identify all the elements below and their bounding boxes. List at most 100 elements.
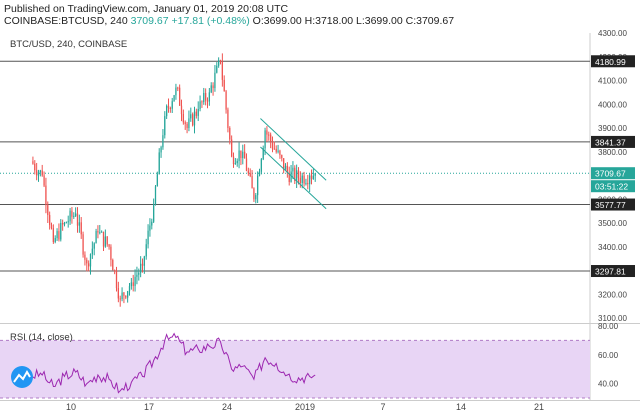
candle-body [295,170,298,181]
price-tick-label: 4100.00 [598,77,627,86]
candle-body [275,148,277,152]
candle-body [214,72,216,89]
candle-body [188,118,190,128]
candle-body [203,93,205,103]
candle-body [277,150,279,152]
candle-body [190,114,192,119]
candle-body [80,222,82,235]
candle-body [73,215,75,217]
change-header: +17.81 (+0.48%) [171,15,250,27]
candle-body [258,171,261,176]
candle-body [264,130,266,149]
candle-body [112,259,114,271]
candle-body [197,109,199,116]
price-tick-label: 3800.00 [598,148,627,157]
candle-body [169,108,172,110]
candle-body [292,167,294,172]
candle-body [240,150,242,159]
price-tag-3577-box [591,198,635,211]
candle-body [184,122,186,124]
candle-body [217,60,220,66]
candle-body [307,183,309,185]
candle-body [56,231,58,239]
candle-body [154,186,157,204]
candle-body [182,114,185,123]
candle-body [71,210,73,217]
candle-body [229,128,231,140]
candle-body [282,158,285,170]
candle-body [255,195,257,200]
price-tag-3841: 3841.37 [595,137,626,147]
candle-body [234,163,237,165]
candle-body [125,295,127,298]
candle-body [50,225,53,229]
price-tag-3297: 3297.81 [595,267,626,277]
candle-body [158,152,160,175]
candle-body [106,236,108,245]
candle-body [227,109,229,129]
published-line: Published on TradingView.com, January 01… [4,3,289,15]
time-tick-label: 7 [380,402,385,412]
candle-body [253,188,255,200]
price-tag-4180: 4180.99 [595,57,626,67]
candle-body [201,101,203,103]
candle-body [67,221,69,223]
symbol-label: COINBASE:BTCUSD, 240 [4,15,128,27]
price-tick-label: 4000.00 [598,100,627,109]
candle-body [113,270,116,272]
candle-body [199,101,201,109]
last-price-tag: 3709.67 [595,169,626,179]
candle-body [236,160,238,164]
candle-body [95,231,97,244]
time-tick-label: 10 [66,402,76,412]
candle-body [216,65,218,73]
candle-body [173,95,175,102]
candle-body [86,259,88,264]
candle-body [262,148,264,160]
candle-body [152,204,155,222]
rsi-line [32,332,316,394]
candle-body [162,135,164,148]
candle-body [134,276,136,286]
price-tick-label: 3400.00 [598,243,627,252]
candle-body [195,111,198,116]
candle-body [89,254,92,267]
candle-body [299,177,302,183]
candle-body [34,163,36,171]
candle-body [175,87,177,96]
price-tick-label: 3200.00 [598,290,627,299]
candle-body [119,298,121,300]
candle-body [256,175,259,196]
tradingview-logo[interactable] [11,366,33,388]
candle-body [76,213,79,226]
candle-body [230,139,233,157]
price-tag-3297-box [591,265,635,278]
candle-body [249,173,251,176]
candle-body [225,91,227,110]
candle-body [177,87,179,89]
candle-body [65,222,68,224]
candle-body [221,61,224,80]
last-price-tag-box [591,167,635,180]
candle-body [314,173,316,176]
candle-body [41,170,43,176]
candle-body [74,213,77,216]
channel-upper-line[interactable] [260,118,327,181]
candle-body [242,151,244,159]
price-tag-4180-box [591,55,635,68]
candle-body [290,171,292,182]
candle-body [87,263,90,267]
channel-lower-line[interactable] [260,146,327,210]
price-tick-label: 3500.00 [598,219,627,228]
candle-body [164,116,166,136]
candle-body [82,234,84,255]
candle-body [58,231,60,240]
candle-body [271,141,274,149]
candle-body [308,175,311,185]
rsi-tick-label: 60.00 [598,351,619,360]
rsi-title: RSI (14, close) [10,332,73,343]
candle-body [117,288,120,299]
candle-body [141,263,144,266]
